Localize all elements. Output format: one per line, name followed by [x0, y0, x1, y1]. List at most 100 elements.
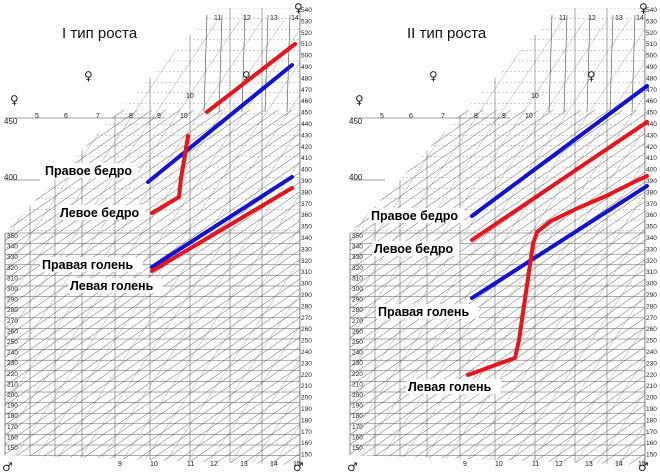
right-tick-label: 290	[646, 292, 657, 299]
male-symbol: ♂	[638, 460, 649, 473]
female-symbol: ♀	[355, 93, 364, 107]
male-symbol: ♂	[347, 460, 358, 473]
left-tick-label: 150	[7, 445, 18, 452]
right-tick-label: 250	[646, 338, 657, 345]
left-upper-tick-label: 450	[349, 117, 363, 126]
left-tick-label: 190	[7, 403, 18, 410]
label-background	[376, 304, 479, 319]
left-tick-label: 250	[352, 339, 363, 346]
left-tick-label: 270	[352, 318, 363, 325]
right-tick-label: 380	[646, 189, 657, 196]
line-right-thigh	[470, 84, 649, 218]
mid-age-label: 7	[96, 113, 100, 120]
right-tick-label: 370	[301, 201, 312, 208]
label-background	[68, 278, 164, 293]
left-tick-label: 290	[7, 297, 18, 304]
left-tick-label: 260	[7, 328, 18, 335]
left-tick-label: 310	[7, 275, 18, 282]
right-tick-label: 270	[646, 315, 657, 322]
label-background	[372, 241, 460, 256]
mid-age-label: 6	[64, 113, 68, 120]
right-tick-label: 320	[646, 258, 657, 265]
series-label: Правое бедро	[371, 209, 458, 223]
mid-age-label: 5	[35, 113, 39, 120]
right-tick-label: 430	[301, 132, 312, 139]
right-tick-label: 150	[301, 452, 312, 459]
right-tick-label: 450	[646, 110, 657, 117]
series-label: Правая голень	[42, 258, 133, 272]
left-tick-label: 220	[7, 371, 18, 378]
series-label: Правое бедро	[45, 164, 132, 178]
right-tick-label: 470	[646, 87, 657, 94]
right-tick-label: 270	[301, 315, 312, 322]
line-left-shin	[150, 186, 294, 273]
bottom-age-label: 12	[210, 461, 218, 468]
line-left-thigh	[470, 120, 649, 242]
left-tick-label: 330	[7, 254, 18, 261]
left-tick-label: 160	[352, 434, 363, 441]
right-tick-label: 360	[301, 212, 312, 219]
series-label: Левая голень	[70, 279, 154, 293]
right-tick-label: 410	[301, 155, 312, 162]
right-tick-label: 500	[646, 53, 657, 60]
right-tick-label: 420	[301, 144, 312, 151]
right-tick-label: 510	[646, 41, 657, 48]
right-tick-label: 160	[301, 440, 312, 447]
series-label: Правая голень	[378, 305, 469, 319]
top-age-label: 14	[291, 15, 299, 22]
right-tick-label: 400	[301, 167, 312, 174]
right-tick-label: 400	[646, 167, 657, 174]
right-tick-label: 170	[646, 429, 657, 436]
bottom-age-label: 14	[270, 461, 278, 468]
right-tick-label: 180	[301, 417, 312, 424]
left-tick-label: 310	[352, 275, 363, 282]
series-label: Левое бедро	[374, 242, 454, 256]
left-tick-label: 230	[352, 360, 363, 367]
label-background	[40, 257, 143, 272]
bottom-age-label: 13	[585, 461, 593, 468]
bottom-age-label: 12	[555, 461, 563, 468]
mid-age-label: 9	[502, 113, 506, 120]
right-tick-label: 460	[646, 98, 657, 105]
female-symbol: ♀	[639, 1, 648, 15]
right-tick-label: 280	[646, 303, 657, 310]
right-tick-label: 530	[646, 18, 657, 25]
right-tick-label: 250	[301, 338, 312, 345]
right-tick-label: 200	[301, 395, 312, 402]
right-tick-label: 390	[646, 178, 657, 185]
right-tick-label: 300	[301, 281, 312, 288]
right-tick-label: 220	[301, 372, 312, 379]
line-left-shin-upper	[531, 174, 649, 246]
right-tick-label: 170	[301, 429, 312, 436]
bottom-age-label: 10	[150, 461, 158, 468]
right-tick-label: 350	[646, 224, 657, 231]
line-right-thigh	[146, 63, 294, 184]
left-tick-label: 250	[7, 339, 18, 346]
top-age-label: 11	[559, 15, 566, 22]
label-background	[406, 379, 502, 394]
bottom-age-label: 13	[240, 461, 248, 468]
left-tick-label: 220	[352, 371, 363, 378]
left-tick-label: 150	[352, 445, 363, 452]
left-upper-tick-label: 400	[349, 173, 363, 182]
female-symbol: ♀	[10, 93, 19, 107]
top-age-label: 14	[636, 15, 644, 22]
right-tick-label: 500	[301, 53, 312, 60]
bottom-age-label: 9	[118, 461, 122, 468]
left-tick-label: 260	[352, 328, 363, 335]
right-tick-label: 330	[301, 246, 312, 253]
right-tick-label: 520	[301, 30, 312, 37]
right-tick-label: 340	[301, 235, 312, 242]
mid-age-label: 10	[531, 93, 539, 100]
top-age-label: 13	[615, 15, 623, 22]
mid-age-label: 10	[186, 93, 194, 100]
left-tick-label: 180	[7, 413, 18, 420]
male-symbol: ♂	[293, 460, 304, 473]
line-right-shin	[470, 184, 649, 300]
line-left-shin-lower	[466, 242, 535, 377]
left-tick-label: 210	[352, 381, 363, 388]
left-tick-label: 230	[7, 360, 18, 367]
bottom-age-label: 11	[187, 461, 194, 468]
bottom-age-label: 15	[638, 461, 646, 468]
